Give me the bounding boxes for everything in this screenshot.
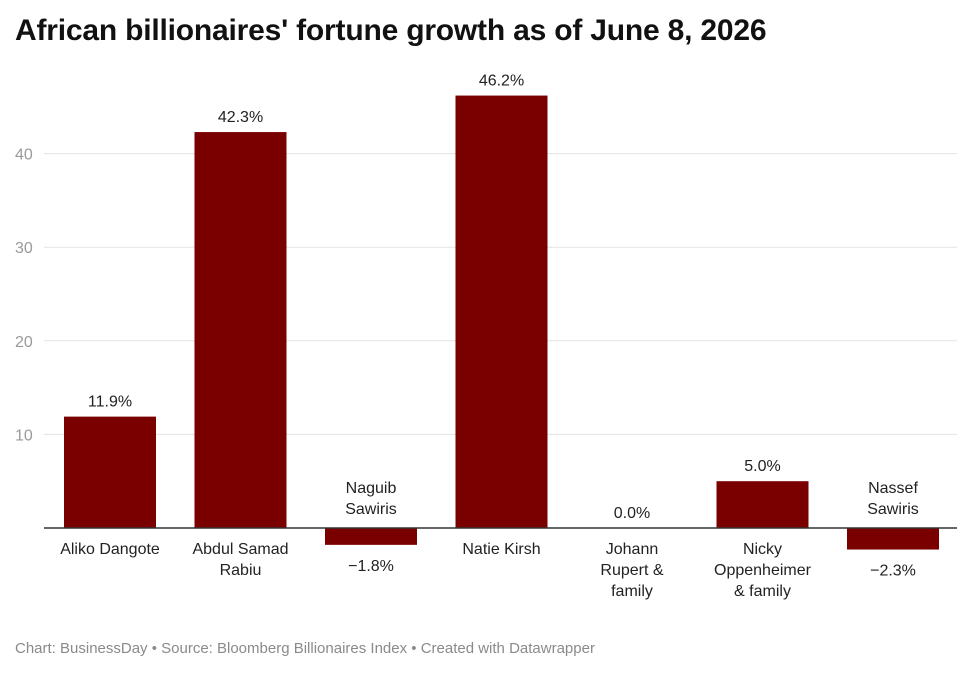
- category-label: Naguib: [346, 480, 397, 497]
- category-label: Nassef: [868, 480, 918, 497]
- category-label: Sawiris: [867, 501, 919, 518]
- category-label: Natie Kirsh: [462, 541, 540, 558]
- category-label: & family: [734, 583, 791, 600]
- labels: 10 20 30 40 11.9% Aliko Dangote 42.3% Abdul Sam…: [15, 73, 919, 600]
- data-label: −2.3%: [870, 563, 916, 580]
- data-label: 42.3%: [218, 109, 263, 126]
- data-label: 0.0%: [614, 505, 650, 522]
- y-tick-label: 10: [15, 427, 33, 444]
- category-label: Johann: [606, 541, 659, 558]
- bars: [64, 95, 939, 550]
- bar: [847, 528, 939, 550]
- bar: [194, 132, 287, 528]
- data-label: −1.8%: [348, 558, 394, 575]
- data-label: 5.0%: [744, 458, 780, 475]
- data-label: 11.9%: [88, 394, 132, 411]
- chart-footer: Chart: BusinessDay • Source: Bloomberg B…: [15, 640, 595, 657]
- bar: [455, 95, 548, 529]
- category-label: Rupert &: [600, 562, 663, 579]
- bar: [716, 481, 809, 528]
- chart-title: African billionaires' fortune growth as …: [15, 14, 767, 47]
- category-label: Aliko Dangote: [60, 541, 160, 558]
- data-label: 46.2%: [479, 73, 524, 90]
- category-label: Oppenheimer: [714, 562, 812, 579]
- y-tick-label: 20: [15, 334, 33, 351]
- category-label: Sawiris: [345, 501, 397, 518]
- bar: [325, 528, 417, 545]
- category-label: family: [611, 583, 653, 600]
- category-label: Rabiu: [220, 562, 262, 579]
- y-tick-label: 40: [15, 147, 33, 164]
- y-tick-label: 30: [15, 240, 33, 257]
- category-label: Abdul Samad: [192, 541, 288, 558]
- category-label: Nicky: [743, 541, 782, 558]
- bar: [64, 416, 156, 528]
